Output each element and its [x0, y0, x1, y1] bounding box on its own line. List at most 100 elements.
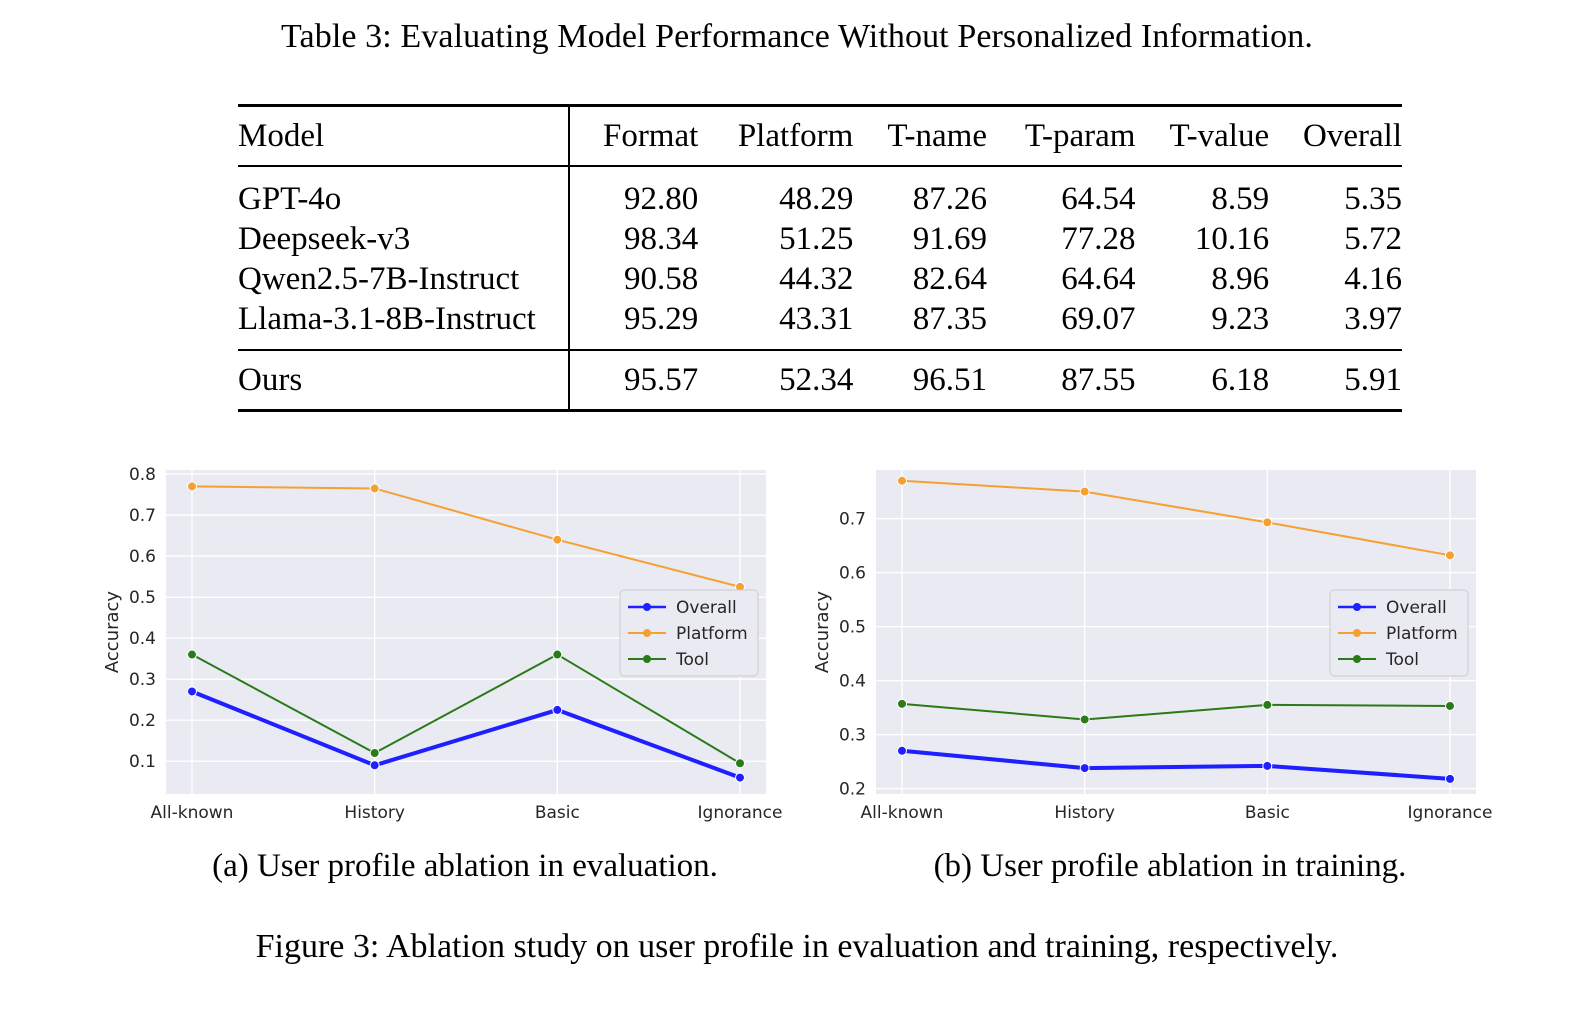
cell-value: 44.32 — [779, 261, 854, 297]
header-overall: Overall — [1303, 118, 1402, 154]
cell-value: 87.26 — [912, 181, 987, 217]
y-tick-label: 0.5 — [839, 618, 866, 638]
header-t-value: T-value — [1169, 118, 1270, 154]
data-point — [1262, 760, 1273, 771]
data-point — [552, 649, 563, 660]
table-row: Llama-3.1-8B-Instruct 95.29 43.31 87.35 … — [238, 299, 1402, 350]
y-tick-label: 0.6 — [839, 564, 866, 584]
legend-marker — [643, 603, 651, 611]
data-point — [369, 747, 380, 758]
data-point — [897, 475, 907, 486]
y-tick-label: 0.7 — [129, 506, 156, 526]
series-line-platform — [191, 485, 741, 588]
model-name: Qwen2.5-7B-Instruct — [238, 259, 570, 299]
chart-a: 0.1 0.2 0.3 0.4 0.5 0.6 0.7 0.8 All-known History… — [102, 465, 783, 823]
data-point — [187, 649, 197, 660]
data-point — [1079, 763, 1090, 774]
table-row: GPT-4o 92.80 48.29 87.26 64.54 8.59 5.35 — [238, 166, 1402, 219]
cell-value: 82.64 — [912, 261, 987, 297]
data-point — [552, 704, 563, 715]
cell-value: 98.34 — [624, 221, 699, 257]
data-point — [1445, 773, 1455, 784]
legend-label: Tool — [675, 650, 709, 670]
cell-value: 91.69 — [912, 221, 987, 257]
series-line-overall — [191, 689, 741, 780]
data-point — [735, 758, 745, 769]
legend-marker — [1353, 629, 1361, 637]
cell-value: 5.72 — [1344, 221, 1402, 257]
data-point — [897, 745, 907, 756]
results-table: Model Format Platform T-name T-param T-v… — [238, 104, 1402, 412]
x-tick-label: History — [1054, 803, 1114, 823]
cell-value: 77.28 — [1061, 221, 1136, 257]
legend-box — [1329, 589, 1469, 677]
data-point — [1079, 714, 1090, 725]
legend-label: Overall — [676, 598, 737, 618]
results-table-wrapper: Model Format Platform T-name T-param T-v… — [238, 104, 1402, 412]
cell-value: 6.18 — [1211, 362, 1270, 398]
cell-value: 52.34 — [779, 362, 854, 398]
chart-a-container: 0.1 0.2 0.3 0.4 0.5 0.6 0.7 0.8 All-known History… — [90, 460, 810, 845]
cell-value: 8.96 — [1211, 261, 1270, 297]
cell-value: 69.07 — [1061, 301, 1136, 337]
chart-b-container: 0.2 0.3 0.4 0.5 0.6 0.7 All-known History Basic I… — [800, 460, 1520, 845]
x-tick-label: Basic — [535, 803, 580, 823]
data-point — [735, 772, 745, 783]
cell-value: 5.35 — [1344, 181, 1402, 217]
legend-marker — [1353, 603, 1361, 611]
data-point — [897, 698, 907, 709]
y-tick-label: 0.7 — [839, 510, 866, 530]
cell-value: 95.57 — [624, 362, 699, 398]
data-point — [1445, 550, 1455, 561]
cell-value: 43.31 — [779, 301, 854, 337]
cell-value: 9.23 — [1211, 301, 1270, 337]
y-tick-label: 0.2 — [129, 711, 156, 731]
header-t-name: T-name — [887, 118, 987, 154]
data-point — [187, 686, 197, 697]
cell-value: 95.29 — [624, 301, 699, 337]
header-model: Model — [238, 105, 570, 166]
cell-value: 10.16 — [1194, 221, 1270, 257]
x-tick-label: Ignorance — [1408, 803, 1493, 823]
table-row: Deepseek-v3 98.34 51.25 91.69 77.28 10.1… — [238, 219, 1402, 259]
y-tick-label: 0.5 — [129, 588, 156, 608]
x-tick-label: All-known — [861, 803, 944, 823]
y-axis-label: Accuracy — [812, 591, 833, 674]
x-tick-label: Basic — [1245, 803, 1290, 823]
subcaption-b: (b) User profile ablation in training. — [933, 848, 1407, 884]
y-tick-label: 0.3 — [129, 670, 156, 690]
cell-value: 51.25 — [779, 221, 854, 257]
y-tick-label: 0.6 — [129, 547, 156, 567]
legend-box — [619, 589, 759, 677]
data-point — [552, 534, 563, 545]
legend-label: Platform — [676, 624, 748, 644]
x-tick-label: All-known — [151, 803, 234, 823]
y-tick-label: 0.3 — [839, 726, 866, 746]
model-name: Ours — [238, 350, 570, 411]
data-point — [1262, 699, 1273, 710]
chart-b: 0.2 0.3 0.4 0.5 0.6 0.7 All-known History Basic I… — [812, 470, 1493, 823]
model-name: Deepseek-v3 — [238, 219, 570, 259]
series-line-overall — [901, 748, 1451, 781]
series-line-tool — [901, 702, 1451, 721]
cell-value: 5.91 — [1344, 362, 1402, 398]
header-format: Format — [602, 118, 699, 154]
header-platform: Platform — [737, 118, 854, 154]
header-t-param: T-param — [1024, 118, 1136, 154]
table-row: Qwen2.5-7B-Instruct 90.58 44.32 82.64 64… — [238, 259, 1402, 299]
legend-label: Platform — [1386, 624, 1458, 644]
legend-label: Tool — [1385, 650, 1419, 670]
y-tick-label: 0.4 — [839, 672, 866, 692]
table-row-ours: Ours 95.57 52.34 96.51 87.55 6.18 5.91 — [238, 350, 1402, 411]
data-point — [369, 760, 380, 771]
y-tick-label: 0.8 — [129, 465, 156, 485]
x-tick-label: Ignorance — [698, 803, 783, 823]
cell-value: 90.58 — [624, 261, 699, 297]
legend-marker — [643, 655, 651, 663]
subcaption-a: (a) User profile ablation in evaluation. — [212, 848, 718, 884]
cell-value: 87.35 — [912, 301, 987, 337]
figure-caption: Figure 3: Ablation study on user profile… — [255, 928, 1339, 965]
cell-value: 8.59 — [1211, 181, 1270, 217]
cell-value: 4.16 — [1344, 261, 1402, 297]
table-caption: Table 3: Evaluating Model Performance Wi… — [281, 18, 1313, 55]
